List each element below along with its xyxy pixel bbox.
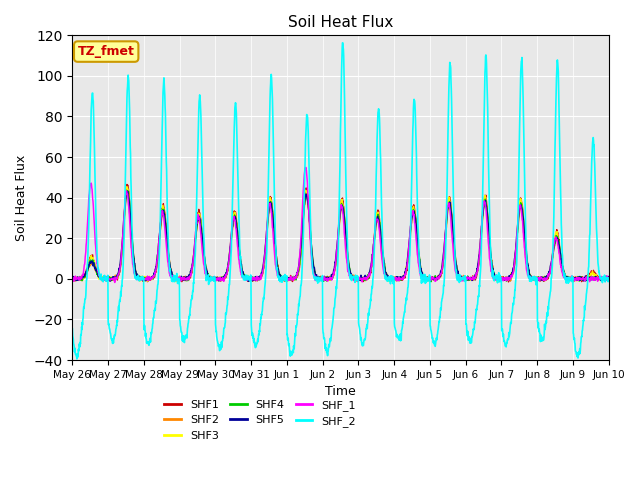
Y-axis label: Soil Heat Flux: Soil Heat Flux [15, 155, 28, 241]
Title: Soil Heat Flux: Soil Heat Flux [288, 15, 393, 30]
Legend: SHF1, SHF2, SHF3, SHF4, SHF5, SHF_1, SHF_2: SHF1, SHF2, SHF3, SHF4, SHF5, SHF_1, SHF… [160, 396, 360, 445]
Text: TZ_fmet: TZ_fmet [78, 45, 134, 58]
X-axis label: Time: Time [325, 385, 356, 398]
